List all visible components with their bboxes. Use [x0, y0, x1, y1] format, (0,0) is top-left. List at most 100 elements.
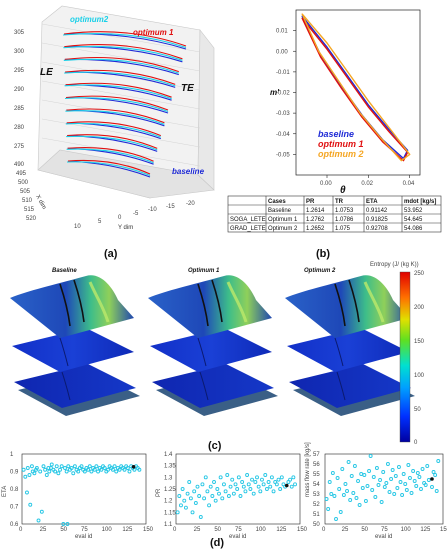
data-point [335, 476, 340, 480]
panel-c-label: (c) [208, 440, 222, 452]
data-point [371, 475, 376, 479]
y-tick-label: 0.01 [276, 29, 288, 35]
data-point [433, 473, 438, 477]
data-point [210, 494, 215, 498]
data-point [279, 475, 284, 480]
contour-stack [148, 275, 278, 416]
plot-frame [324, 453, 444, 525]
data-point [79, 464, 84, 469]
data-point [179, 503, 183, 508]
data-point [41, 464, 46, 469]
panel-a-legend-optimum2: optimum2 [70, 15, 109, 24]
data-point [39, 509, 44, 514]
data-point [393, 474, 398, 478]
data-point [44, 473, 49, 477]
data-point [392, 492, 397, 496]
wake-streak [88, 281, 110, 323]
panel-b-xlabel: θ [340, 185, 346, 196]
data-point [217, 491, 221, 496]
x-tick-label: 50 [361, 527, 368, 533]
data-point [378, 478, 383, 482]
data-point [183, 505, 188, 510]
data-point [330, 471, 335, 475]
contour-stack [285, 275, 415, 416]
data-point [213, 498, 218, 503]
data-point [384, 481, 389, 485]
data-point [218, 475, 223, 480]
data-point [434, 489, 439, 493]
grid-line [41, 23, 201, 53]
data-point [215, 487, 220, 491]
data-point [110, 467, 115, 472]
blade-outline [336, 371, 346, 401]
blade-section-optimum1 [64, 56, 179, 73]
table-cell: GRAD_LETE [230, 226, 266, 232]
data-point [338, 510, 343, 514]
x-tick: 515 [24, 207, 35, 213]
data-point [202, 496, 207, 501]
y-tick-label: 57 [313, 452, 320, 458]
data-point [340, 467, 345, 471]
panel-c-title-baseline: Baseline [52, 268, 77, 274]
data-point [258, 489, 263, 494]
data-point [246, 482, 251, 487]
data-point [114, 469, 119, 474]
data-point [423, 483, 428, 487]
x-axis-label: X dim [34, 194, 47, 210]
data-point [193, 501, 198, 505]
data-point [354, 496, 359, 500]
data-point [395, 486, 400, 490]
data-point [48, 466, 53, 470]
table-cell: 54.086 [404, 226, 423, 232]
panel-a-right-wall [197, 29, 215, 191]
data-point [240, 480, 245, 484]
data-point [238, 494, 243, 498]
data-point [32, 471, 37, 476]
x-tick-label: 125 [122, 527, 133, 533]
panel-b-ylabel: m' [270, 88, 280, 97]
data-point [417, 475, 422, 479]
data-point [253, 480, 258, 484]
y-tick-label: 0.8 [10, 487, 19, 493]
grid-line [41, 137, 201, 167]
data-point [99, 467, 104, 472]
blade-outline [199, 371, 209, 401]
data-point [117, 467, 122, 472]
table-cell: Optimum 2 [268, 226, 298, 232]
data-point [241, 484, 246, 489]
table-cell: 1.0786 [335, 217, 354, 223]
y-tick-label: -0.05 [276, 152, 290, 158]
data-point [288, 477, 293, 482]
surface-bottom [152, 364, 274, 408]
data-point [329, 492, 334, 496]
y-tick: -20 [186, 201, 195, 207]
data-point [360, 486, 365, 490]
data-point [112, 464, 117, 469]
panel-b-curves [301, 13, 411, 162]
data-point [102, 466, 107, 470]
data-point [89, 469, 94, 474]
blade-outline [197, 337, 207, 367]
data-point [192, 489, 197, 494]
x-tick-label: 100 [256, 527, 267, 533]
x-tick-label: 75 [381, 527, 388, 533]
x-tick: 505 [20, 189, 31, 195]
data-point [245, 473, 250, 477]
data-point [180, 487, 185, 491]
y-tick-label: 1.2 [164, 499, 173, 505]
scatter-plot-pr: 0 25 50 75 100 125 150 1.1 1.15 1.2 1.25 1.3 1.35 1.4… [156, 452, 308, 540]
data-point [345, 489, 349, 493]
data-point [195, 484, 200, 489]
data-point [127, 469, 132, 474]
blade-outline [348, 279, 360, 323]
wake-streak [363, 281, 385, 323]
y-tick: 10 [74, 224, 81, 230]
data-point [64, 469, 69, 474]
data-point [82, 469, 87, 474]
data-point [409, 491, 414, 495]
data-point [106, 467, 110, 472]
data-point [256, 484, 261, 489]
colorbar-tick: 0 [414, 440, 418, 446]
x-tick-label: 125 [276, 527, 287, 533]
data-point [231, 491, 236, 496]
